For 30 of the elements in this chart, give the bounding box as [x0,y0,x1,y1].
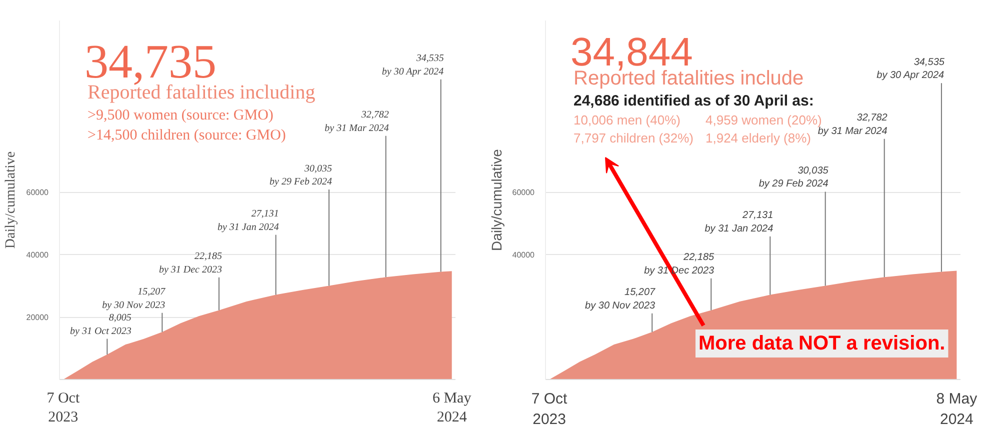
y-tick-label: 60000 [26,188,50,198]
annotation: 1,924 elderly (8%) [706,130,811,146]
annotation: 27,131 by 31 Jan 2024 [704,210,774,234]
annotation: 34,535 by 30 Apr 2024 [382,53,444,78]
annotation: More data NOT a revision. [698,332,946,354]
annotation: 27,131 by 31 Jan 2024 [217,208,279,233]
annotation: 7,797 children (32%) [574,130,694,146]
y-tick-label: 20000 [26,313,50,322]
x-tick-label: 8 May 2024 [936,390,978,428]
x-tick-label: 7 Oct 2023 [531,390,568,428]
annotation: 15,207 by 30 Nov 2023 [585,287,656,312]
annotation: 4,959 women (20%) [706,112,822,128]
y-tick-label: 40000 [26,250,50,260]
annotation: 30,035 by 29 Feb 2024 [758,166,829,190]
annotation: 22,185 by 31 Dec 2023 [158,251,222,276]
annotation: 34,535 by 30 Apr 2024 [876,56,945,82]
annotation: 8,005 by 31 Oct 2023 [70,312,132,337]
y-axis-title: Daily/cumulative [488,148,504,251]
y-axis-title: Daily/cumulative [3,151,18,249]
x-tick-label: 7 Oct 2023 [46,390,80,426]
annotation: 24,686 identified as of 30 April as: [574,92,814,110]
y-tick-label: 60000 [512,188,536,198]
annotation: >9,500 women (source: GMO) [88,108,274,124]
y-tick-label: 40000 [512,250,536,260]
annotation: 30,035 by 29 Feb 2024 [270,163,332,188]
annotation: 10,006 men (40%) [574,112,680,128]
annotation: 32,782 by 31 Mar 2024 [324,110,389,134]
x-tick-label: 6 May 2024 [432,390,472,426]
annotation: >14,500 children (source: GMO) [88,128,286,144]
annotation: 15,207 by 30 Nov 2023 [102,286,166,311]
